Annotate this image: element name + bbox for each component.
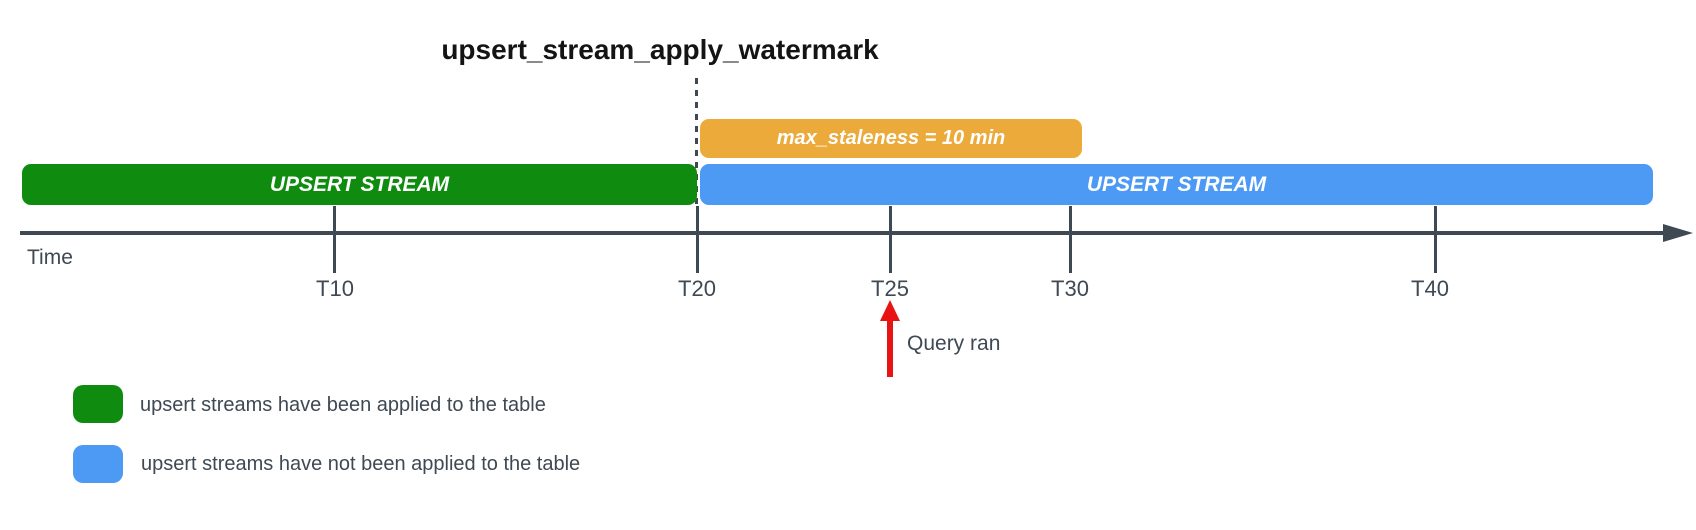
tick-label-t30: T30 (1051, 276, 1089, 301)
diagram-title: upsert_stream_apply_watermark (441, 34, 879, 65)
unapplied-upsert-stream-bar-label: UPSERT STREAM (1086, 172, 1267, 196)
time-axis-label: Time (27, 246, 73, 269)
legend-label-unapplied: upsert streams have not been applied to … (141, 453, 581, 475)
tick-t40 (1434, 206, 1437, 273)
watermark-dashed-line (695, 78, 698, 208)
legend-label-applied: upsert streams have been applied to the … (140, 394, 546, 416)
time-axis-arrowhead-icon (1663, 224, 1693, 242)
tick-t25 (889, 206, 892, 273)
tick-label-t40: T40 (1411, 276, 1449, 301)
tick-label-t20: T20 (678, 276, 716, 301)
tick-t10 (333, 206, 336, 273)
tick-label-t25: T25 (871, 276, 909, 301)
unapplied-upsert-stream-bar: UPSERT STREAM (700, 164, 1653, 205)
applied-upsert-stream-bar-label: UPSERT STREAM (269, 172, 450, 196)
tick-t30 (1069, 206, 1072, 273)
tick-t20 (696, 206, 699, 273)
query-ran-arrow-icon (880, 300, 900, 321)
applied-upsert-stream-bar: UPSERT STREAM (22, 164, 697, 205)
legend-swatch-applied (73, 385, 123, 423)
query-ran-label: Query ran (907, 332, 1001, 355)
max-staleness-bar-label: max_staleness = 10 min (776, 127, 1006, 149)
time-axis-line (20, 231, 1668, 235)
legend-swatch-unapplied (73, 445, 123, 483)
query-ran-arrow-shaft (887, 318, 893, 377)
tick-label-t10: T10 (316, 276, 354, 301)
max-staleness-bar: max_staleness = 10 min (700, 119, 1082, 158)
